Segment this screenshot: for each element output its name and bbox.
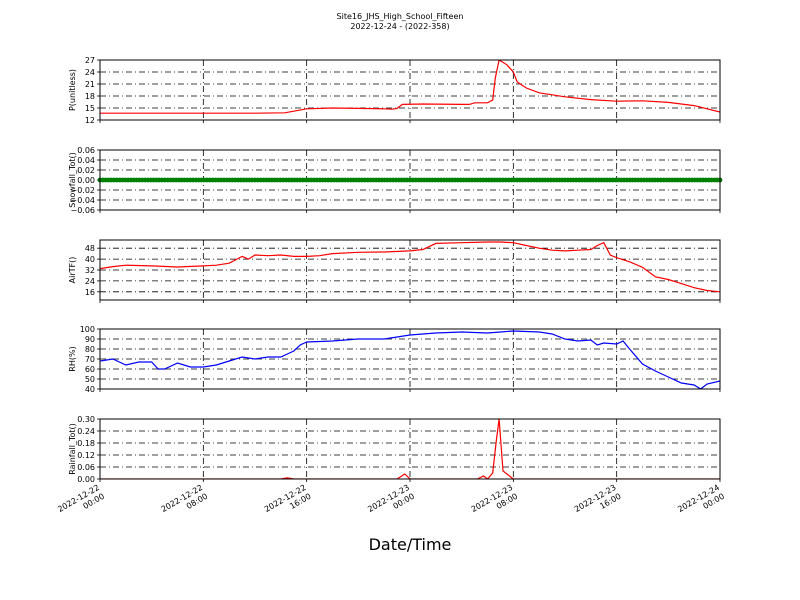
y-tick-label: 0.06 [77,463,95,472]
y-tick-label: 16 [85,288,95,297]
y-tick-label: 27 [85,56,95,65]
y-tick-label: 40 [85,255,95,264]
y-tick-label: 24 [85,68,95,77]
plot-frame [99,239,721,301]
y-tick-label: 90 [85,335,95,344]
series-line-4 [100,330,720,389]
subplot-stack: 121518212427P(unitless)0.060.040.020.00−… [68,56,723,484]
plot-frame [99,149,721,211]
y-tick-label: 18 [85,92,95,101]
y-tick-label: 70 [85,355,95,364]
y-tick-label: 100 [80,325,95,334]
plot-frame [99,328,721,390]
figure-title: Site16_JHS_High_School_Fifteen [337,12,464,21]
y-tick-label: 0.12 [77,451,95,460]
y-tick-label: 60 [85,365,95,374]
x-tick-label: 2022-12-2308:00 [470,483,520,523]
series-line-3 [100,241,720,293]
y-axis-label: Rainfall_Tot() [68,423,77,475]
figure-subtitle: 2022-12-24 - (2022-358) [350,22,449,31]
subplot-1: 12 15 18 21 24 27 P(unitless) [68,56,721,125]
x-tick-label: 2022-12-2208:00 [160,483,210,523]
y-tick-label: 50 [85,375,95,384]
y-tick-label: 0.00 [77,475,95,484]
y-tick-label: −0.04 [70,196,95,205]
x-tick-label: 2022-12-2400:00 [676,483,726,523]
y-axis-label: Snowfall_Tot() [68,152,77,208]
y-axis-label: AirTF() [68,257,77,284]
y-tick-label: 48 [85,244,95,253]
y-tick-label: 0.06 [77,146,95,155]
series-line-1 [100,60,720,114]
subplot-3: 16 24 32 40 48 AirTF() [68,239,721,303]
x-tick-label: 2022-12-2200:00 [56,483,106,523]
y-tick-label: 0.04 [77,156,95,165]
y-tick-label: −0.02 [70,186,95,195]
subplot-2: 0.060.040.020.00−0.02−0.04−0.06Snowfall_… [68,146,723,215]
y-tick-label: 24 [85,277,95,286]
x-axis-label: Date/Time [369,535,452,554]
y-tick-label: 32 [85,266,95,275]
y-tick-label: 0.24 [77,427,95,436]
y-tick-label: 80 [85,345,95,354]
y-tick-label: 0.30 [77,415,95,424]
y-tick-label: 0.02 [77,166,95,175]
y-tick-label: 15 [85,104,95,113]
plot-frame [99,418,721,480]
y-axis-label: P(unitless) [68,69,77,111]
y-tick-label: 40 [85,385,95,394]
y-tick-label: 0.00 [77,176,95,185]
y-tick-label: −0.06 [70,206,95,215]
x-tick-labels: 2022-12-2200:00 2022-12-2208:00 2022-12-22… [56,483,726,523]
plot-frame [99,59,721,121]
x-tick-label: 2022-12-2216:00 [263,483,313,523]
y-tick-label: 0.18 [77,439,95,448]
y-tick-label: 12 [85,116,95,125]
x-tick-label: 2022-12-2316:00 [573,483,623,523]
x-tick-label: 2022-12-2300:00 [366,483,416,523]
y-tick-label: 21 [85,80,95,89]
y-axis-label: RH(%) [68,346,77,371]
